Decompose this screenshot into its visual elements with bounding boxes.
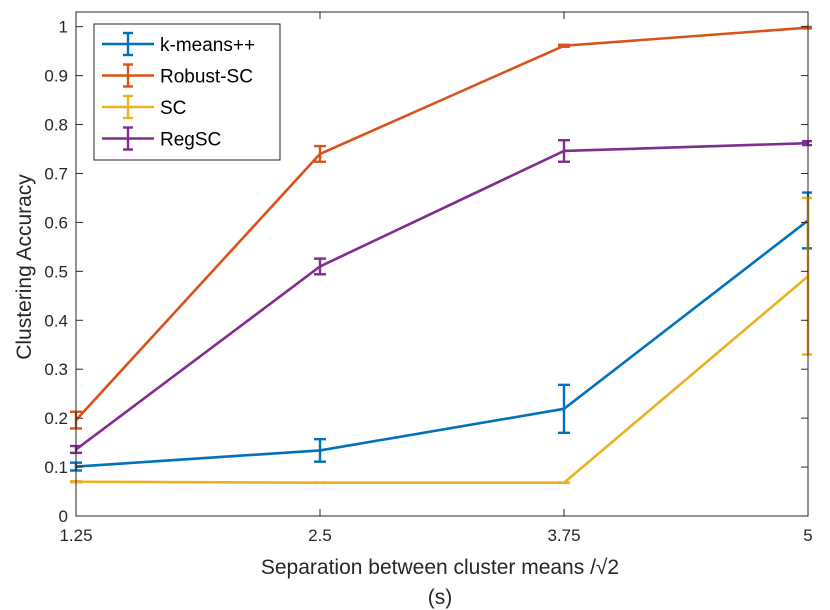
error-bar-regsc <box>314 257 326 276</box>
series-line-sc <box>75 275 809 485</box>
y-axis-label: Clustering Accuracy <box>13 174 36 360</box>
axes: 0 0.1 0.2 0.3 0.4 0.5 0.6 0.7 0.8 0.9 1 1.25 2.5 3.75… <box>44 11 813 545</box>
x-tick-label: 2.5 <box>308 526 332 545</box>
series-line-k-means <box>75 219 809 468</box>
x-axis-label: Separation between cluster means /√2 <box>261 556 619 579</box>
error-bar-k-means <box>558 383 570 435</box>
plot-area <box>70 25 812 485</box>
legend: k-means++ Robust-SC SC RegSC <box>93 23 281 161</box>
legend-label: Robust-SC <box>160 67 253 88</box>
error-bar-robust-sc <box>558 43 570 48</box>
legend-item-sc: SC <box>102 94 186 120</box>
error-bar-sc <box>802 196 812 356</box>
legend-label: RegSC <box>160 130 221 151</box>
y-tick-label: 0 <box>59 507 68 526</box>
error-bar-k-means <box>314 437 326 463</box>
error-bar-regsc <box>558 139 570 163</box>
y-tick-label: 0.1 <box>44 458 68 477</box>
x-tick-label: 5 <box>803 526 812 545</box>
legend-item-k-means: k-means++ <box>102 31 255 57</box>
y-tick-label: 0.9 <box>44 67 68 86</box>
series-line-regsc <box>75 141 809 451</box>
axes-box <box>75 11 809 517</box>
y-tick-label: 0.3 <box>44 360 68 379</box>
legend-label: k-means++ <box>160 35 255 56</box>
legend-item-regsc: RegSC <box>102 126 221 151</box>
legend-label: SC <box>160 98 186 119</box>
series-line-robust-sc <box>75 26 809 421</box>
x-tick-label: 1.25 <box>59 526 92 545</box>
y-tick-label: 0.7 <box>44 164 68 183</box>
y-tick-label: 0.2 <box>44 409 68 428</box>
legend-item-robust-sc: Robust-SC <box>102 63 253 88</box>
x-axis-label-sub: (s) <box>428 586 453 609</box>
y-tick-label: 1 <box>59 18 68 37</box>
x-tick-label: 3.75 <box>547 526 580 545</box>
error-bar-robust-sc <box>314 144 326 163</box>
y-tick-label: 0.5 <box>44 262 68 281</box>
y-tick-label: 0.6 <box>44 213 68 232</box>
y-tick-label: 0.4 <box>44 311 68 330</box>
y-tick-label: 0.8 <box>44 116 68 135</box>
